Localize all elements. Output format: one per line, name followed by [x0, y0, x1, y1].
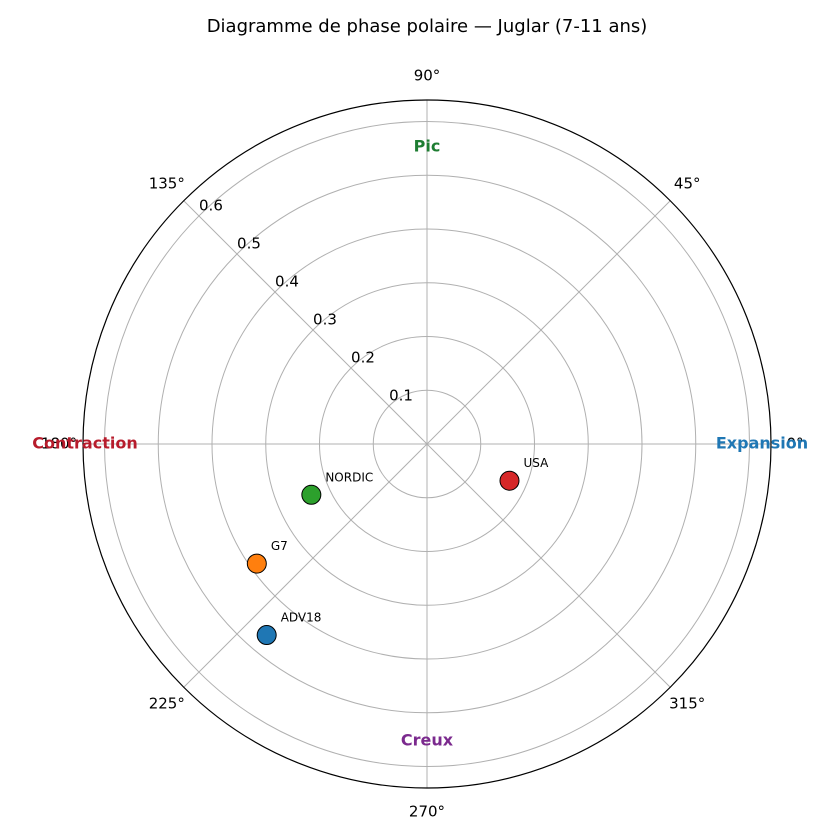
grid-spoke: [426, 200, 671, 445]
data-point: [301, 484, 322, 505]
chart-title: Diagramme de phase polaire — Juglar (7-1…: [207, 16, 648, 37]
radial-tick-label: 0.3: [313, 310, 337, 328]
grid-spoke: [183, 443, 428, 688]
point-label: NORDIC: [325, 470, 373, 484]
phase-label: Pic: [414, 137, 441, 156]
radial-tick-label: 0.5: [237, 234, 261, 252]
radial-tick-label: 0.2: [351, 348, 375, 366]
angle-tick-label: 45°: [674, 174, 701, 192]
data-point: [256, 625, 277, 646]
angle-tick-label: 270°: [409, 803, 445, 821]
point-label: ADV18: [281, 611, 322, 625]
grid-spoke: [426, 443, 671, 688]
point-label: G7: [271, 539, 288, 553]
angle-tick-label: 225°: [149, 695, 185, 713]
phase-label: Creux: [401, 731, 454, 750]
angle-tick-label: 135°: [149, 174, 185, 192]
point-label: USA: [523, 456, 549, 470]
radial-tick-label: 0.6: [199, 196, 223, 214]
phase-label: Contraction: [32, 434, 137, 453]
angle-tick-label: 315°: [669, 695, 705, 713]
data-point: [499, 470, 520, 491]
phase-label: Expansion: [716, 434, 808, 453]
radial-tick-label: 0.4: [275, 272, 299, 290]
grid-spoke: [183, 200, 428, 445]
radial-tick-label: 0.1: [389, 386, 413, 404]
angle-tick-label: 180°: [41, 435, 77, 453]
angle-tick-label: 0°: [786, 435, 803, 453]
polar-frame: [82, 99, 772, 789]
data-point: [246, 553, 267, 574]
angle-tick-label: 90°: [414, 67, 441, 85]
